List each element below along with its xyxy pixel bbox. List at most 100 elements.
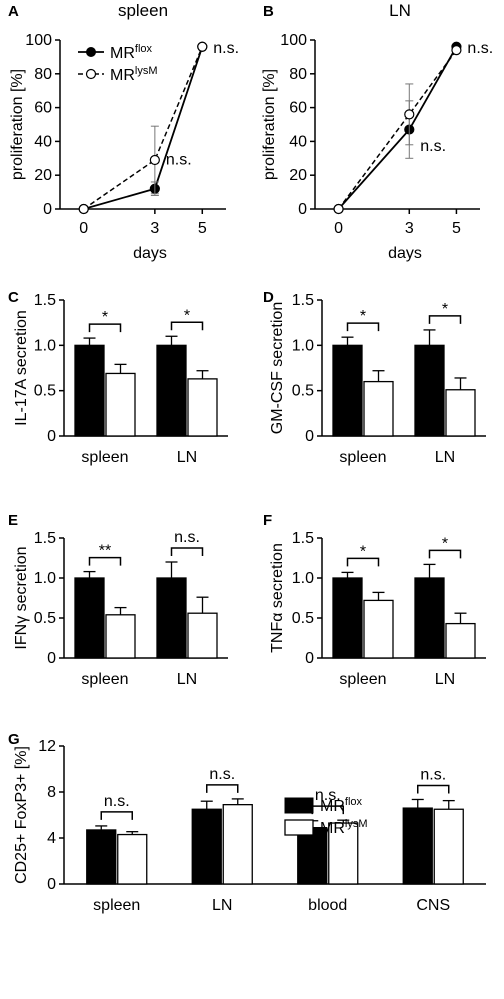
y-tick-label: 20 [34,167,52,184]
bar-flox [86,829,117,885]
x-tick-label: 5 [198,220,207,237]
bar-lysm [117,833,148,885]
significance-bracket [88,556,122,566]
data-point-lysm [78,203,89,215]
y-tick-label: 12 [38,738,56,755]
y-tick-label: 0.5 [34,610,56,627]
category-label: LN [177,671,197,688]
x-tick-label: 0 [79,220,88,237]
legend-marker-flox [86,47,96,57]
significance-label: n.s. [315,787,341,804]
bar-flox [414,344,445,437]
y-tick-label: 0 [47,876,56,893]
significance-label: n.s. [209,766,235,783]
category-label: LN [212,897,232,914]
panel-c-chart: C 0 0.5 1.0 1.5IL-17A secretion spleen * LN * [8,289,228,466]
y-tick-label: 1.5 [34,292,56,309]
significance-label: * [102,309,108,326]
chart-title: LN [389,1,411,20]
x-tick-label: 0 [334,220,343,237]
significance-label: n.s. [420,138,446,155]
legend-swatch-flox [284,797,314,814]
legend-marker-lysm [85,68,97,80]
data-point-lysm [333,203,344,215]
legend-swatch-lysm [284,819,314,836]
y-tick-label: 0.5 [292,383,314,400]
bar-lysm [363,380,394,437]
category-label: spleen [81,449,128,466]
bar-flox [156,577,187,659]
series-line-lysm [337,49,458,210]
significance-bracket [428,315,462,324]
panel-letter: F [263,512,272,529]
y-tick-label: 1.0 [292,337,314,354]
bar-lysm [433,808,464,885]
y-tick-label: 1.5 [34,530,56,547]
chart-title: spleen [118,1,168,20]
legend-top: MRflox MRlysM [78,43,158,84]
category-label: spleen [81,671,128,688]
y-axis-label: proliferation [%] [9,69,26,180]
legend-g-label-flox: MRflox [320,796,363,815]
y-tick-label: 60 [34,100,52,117]
panel-g-chart: G 0 4 8 12 CD25+ FoxP3+ [%] spleen n.s. LN n.s. bl… [8,731,486,914]
category-label: blood [308,897,347,914]
y-tick-label: 1.0 [34,570,56,587]
y-tick-label: 0 [305,428,314,445]
x-tick-label: 5 [452,220,461,237]
significance-label: * [360,308,366,325]
bar-flox [332,577,363,659]
y-tick-label: 0 [43,201,52,218]
y-tick-label: 100 [280,32,307,49]
panel-letter: D [263,289,274,306]
bar-lysm [222,804,253,885]
y-tick-label: 0.5 [34,383,56,400]
y-tick-label: 1.0 [292,570,314,587]
bar-lysm [105,372,136,437]
y-tick-label: 100 [25,32,52,49]
data-point-lysm [451,45,462,56]
significance-bracket [88,323,122,333]
panel-b-chart: B LN 0 20 40 60 80 100 0 3 5 proliferation [%] days n… [261,1,493,262]
y-axis-label: IL-17A secretion [13,310,30,426]
significance-bracket [170,321,204,331]
y-axis-label: GM-CSF secretion [269,302,286,434]
bar-lysm [363,599,394,659]
significance-bracket [206,784,239,793]
y-tick-label: 20 [289,167,307,184]
bar-lysm [445,622,476,659]
y-axis-label: proliferation [%] [261,69,278,180]
significance-label: * [442,301,448,318]
category-label: LN [435,449,455,466]
y-tick-label: 60 [289,100,307,117]
significance-label: n.s. [174,529,200,546]
x-axis-label: days [388,245,422,262]
legend-g: MRflox MRlysM [284,796,368,837]
bar-flox [414,577,445,659]
significance-bracket [100,811,133,820]
panel-letter: G [8,731,20,748]
y-tick-label: 0 [305,650,314,667]
significance-label: n.s. [104,793,130,810]
y-axis-label: TNFα secretion [269,543,286,653]
panel-f-chart: F 0 0.5 1.0 1.5 TNFα secretion spleen * LN * [263,512,486,688]
bar-flox [74,577,105,659]
panel-letter: B [263,3,274,20]
series-line-flox [337,46,458,210]
significance-bracket [417,784,450,794]
bar-lysm [105,614,136,659]
x-axis-label: days [133,245,167,262]
bar-lysm [187,378,218,437]
category-label: spleen [339,671,386,688]
y-tick-label: 80 [289,66,307,83]
significance-bracket [170,547,204,556]
y-tick-label: 0 [47,650,56,667]
x-tick-label: 3 [405,220,414,237]
x-tick-label: 3 [150,220,159,237]
bar-lysm [445,389,476,437]
bar-flox [74,344,105,437]
y-tick-label: 1.5 [292,530,314,547]
